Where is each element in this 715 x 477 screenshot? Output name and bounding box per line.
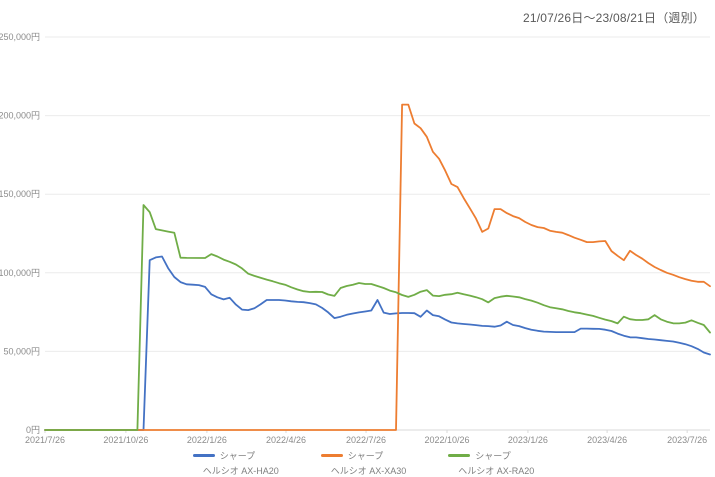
legend-model-label: ヘルシオ AX-XA30 — [330, 466, 407, 476]
svg-text:2022/1/26: 2022/1/26 — [187, 435, 227, 445]
legend-model-label: ヘルシオ AX-RA20 — [458, 466, 535, 476]
y-gridlines — [45, 36, 710, 431]
svg-text:2022/7/26: 2022/7/26 — [346, 435, 386, 445]
svg-text:100,000円: 100,000円 — [0, 268, 40, 278]
svg-text:0円: 0円 — [26, 425, 40, 435]
legend-brand-label: シャープ — [475, 451, 511, 461]
chart-date-range-title: 21/07/26日～23/08/21日（週別） — [522, 11, 705, 25]
legend-line-marker-orange — [320, 454, 343, 457]
legend-item-ax-ra20: シャープ ヘルシオ AX-RA20 — [448, 449, 534, 477]
legend-item-ax-ha20: シャープ ヘルシオ AX-HA20 — [192, 449, 279, 477]
series-line-ax-ra20 — [44, 204, 711, 431]
svg-text:150,000円: 150,000円 — [0, 189, 40, 199]
svg-text:50,000円: 50,000円 — [3, 346, 40, 356]
svg-text:2021/10/26: 2021/10/26 — [103, 435, 148, 445]
legend-brand-label: シャープ — [347, 451, 384, 461]
svg-text:200,000円: 200,000円 — [0, 111, 40, 121]
series-line-ax-xa30 — [44, 103, 711, 431]
svg-text:2022/10/26: 2022/10/26 — [424, 435, 469, 445]
price-history-chart: 0円 50,000円 100,000円 150,000円 200,000円 250,000… — [0, 32, 711, 445]
svg-text:2023/1/26: 2023/1/26 — [508, 435, 548, 445]
y-axis-labels: 0円 50,000円 100,000円 150,000円 200,000円 250,000… — [0, 32, 40, 435]
series-line-ax-ha20 — [44, 255, 711, 431]
svg-text:2022/4/26: 2022/4/26 — [266, 435, 306, 445]
legend-model-label: ヘルシオ AX-HA20 — [202, 466, 279, 476]
chart-legend: シャープ ヘルシオ AX-HA20 シャープ ヘルシオ AX-XA30 シャープ… — [0, 449, 715, 477]
legend-brand-label: シャープ — [219, 451, 256, 461]
x-axis-labels: 2021/7/26 2021/10/26 2022/1/26 2022/4/26 202… — [25, 435, 707, 445]
legend-line-marker-blue — [192, 454, 215, 457]
svg-text:2023/7/26: 2023/7/26 — [667, 435, 707, 445]
svg-text:2023/4/26: 2023/4/26 — [587, 435, 627, 445]
svg-text:250,000円: 250,000円 — [0, 32, 40, 42]
svg-text:2021/7/26: 2021/7/26 — [25, 435, 65, 445]
legend-line-marker-green — [448, 454, 471, 457]
legend-item-ax-xa30: シャープ ヘルシオ AX-XA30 — [320, 449, 407, 477]
